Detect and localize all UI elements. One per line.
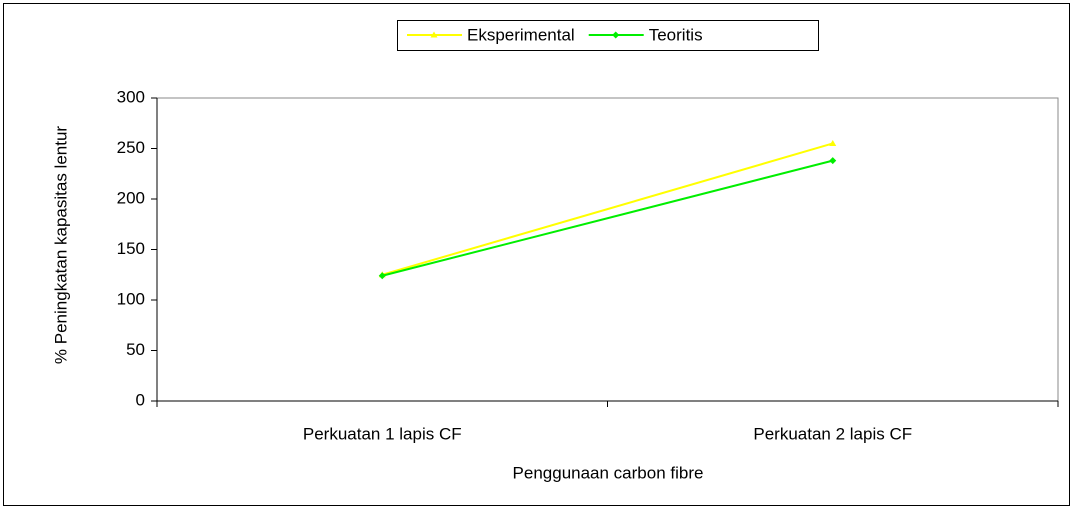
y-axis-label: % Peningkatan kapasitas lentur [51, 126, 70, 364]
marker [829, 139, 837, 146]
marker [378, 272, 386, 280]
legend-label: Teoritis [649, 25, 703, 44]
y-tick-label: 150 [117, 239, 145, 258]
x-axis-label: Penggunaan carbon fibre [513, 463, 704, 482]
marker [612, 31, 620, 39]
marker [829, 157, 837, 165]
series-line [381, 142, 834, 276]
y-tick-label: 250 [117, 138, 145, 157]
y-tick-label: 300 [117, 87, 145, 106]
y-tick-label: 50 [126, 340, 145, 359]
y-tick-label: 200 [117, 188, 145, 207]
x-tick-label: Perkuatan 1 lapis CF [303, 424, 462, 443]
legend-label: Eksperimental [467, 25, 575, 44]
series-line [382, 159, 833, 277]
x-tick-label: Perkuatan 2 lapis CF [753, 424, 912, 443]
plot-area [156, 97, 1059, 402]
y-tick-label: 100 [117, 289, 145, 308]
y-tick-label: 0 [136, 390, 145, 409]
marker [430, 31, 438, 38]
